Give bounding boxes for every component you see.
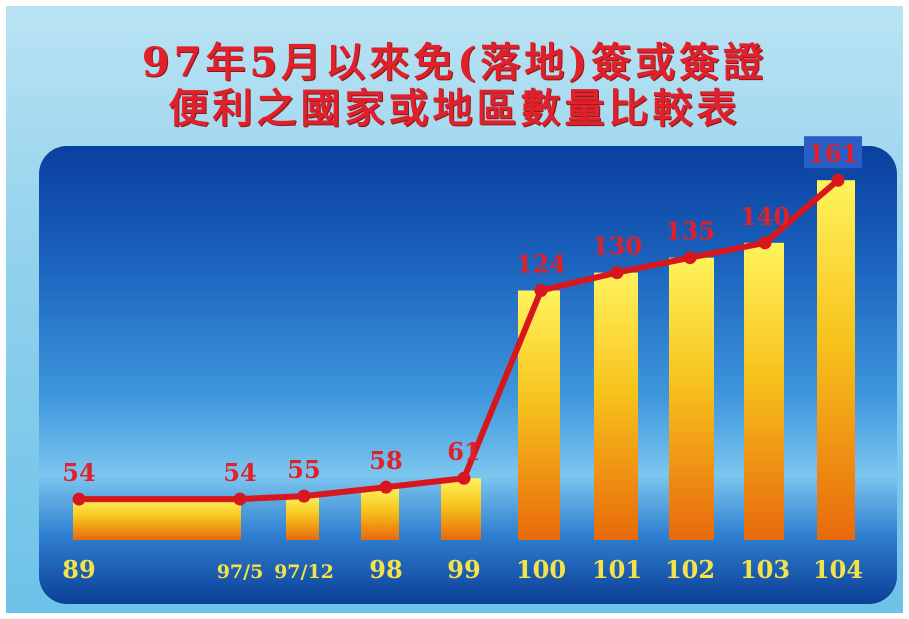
- point-101: [610, 266, 624, 280]
- value-label-101: 130: [592, 232, 642, 261]
- point-103: [758, 236, 772, 250]
- point-97-12: [297, 489, 311, 503]
- category-label-89: 89: [62, 555, 95, 584]
- category-label-100: 100: [516, 555, 566, 584]
- category-label-97-12: 97/12: [274, 561, 334, 583]
- category-label-104: 104: [813, 555, 863, 584]
- value-label-89: 54: [62, 458, 95, 487]
- point-102: [683, 251, 697, 265]
- last-value-bg: [804, 136, 862, 169]
- bar-97-12: [286, 496, 319, 540]
- value-label-98: 58: [369, 446, 402, 475]
- chart-title-line2: 便利之國家或地區數量比較表: [168, 85, 741, 132]
- category-label-103: 103: [740, 555, 790, 584]
- value-label-97-12: 55: [287, 455, 320, 484]
- point-99: [457, 471, 471, 485]
- category-label-102: 102: [665, 555, 715, 584]
- series-line: [79, 177, 840, 503]
- point-100: [534, 283, 548, 297]
- value-label-103: 140: [740, 202, 790, 231]
- point-98: [379, 480, 393, 494]
- bar-99: [441, 478, 481, 540]
- value-label-104: 161: [808, 139, 858, 168]
- bar-98: [361, 487, 399, 540]
- category-label-99: 99: [447, 555, 480, 584]
- category-label-101: 101: [592, 555, 642, 584]
- point-104: [831, 173, 845, 187]
- bar-102: [669, 257, 714, 540]
- bar-89: [73, 499, 241, 540]
- value-label-100: 124: [516, 249, 566, 278]
- point-89: [72, 492, 86, 506]
- value-label-97-5: 54: [223, 458, 256, 487]
- category-label-98: 98: [369, 555, 402, 584]
- bar-101: [594, 272, 638, 540]
- chart-title-line1: 97年5月以來免(落地)簽或簽證: [141, 39, 768, 86]
- bar-104: [817, 180, 855, 540]
- point-97-5: [233, 492, 247, 506]
- value-label-99: 61: [447, 437, 480, 466]
- value-label-102: 135: [665, 217, 715, 246]
- bar-103: [744, 242, 784, 541]
- category-label-97-5: 97/5: [217, 561, 264, 583]
